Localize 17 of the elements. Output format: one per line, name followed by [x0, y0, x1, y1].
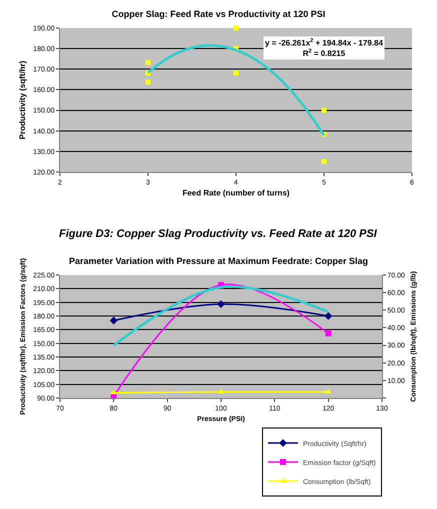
- y-axis-title: Productivity (sqft/hr): [18, 60, 27, 140]
- point: [234, 26, 238, 30]
- point: [322, 159, 326, 164]
- point: [110, 316, 118, 324]
- point: [146, 80, 150, 85]
- point: [146, 60, 150, 65]
- point: [234, 70, 238, 76]
- chart-title: Parameter Variation with Pressure at Maximum Feedrate: Copper Slag: [68, 256, 368, 266]
- annotation: R$^{2}$ = 0.8215: [302, 48, 346, 58]
- caption: Figure D3: Copper Slag Productivity vs. Feed Rate at 120 PSI: [59, 228, 378, 240]
- annotation: y = -26.261x$^{2}$ + 194.84x - 179.84: [265, 38, 384, 48]
- point: [322, 108, 326, 113]
- point: [217, 300, 225, 308]
- point: [324, 312, 332, 320]
- point: [325, 330, 332, 336]
- x-axis-title: Feed Rate (number of turns): [182, 188, 290, 198]
- chart-title: Copper Slag: Feed Rate vs Productivity at 120 PSI: [112, 9, 326, 20]
